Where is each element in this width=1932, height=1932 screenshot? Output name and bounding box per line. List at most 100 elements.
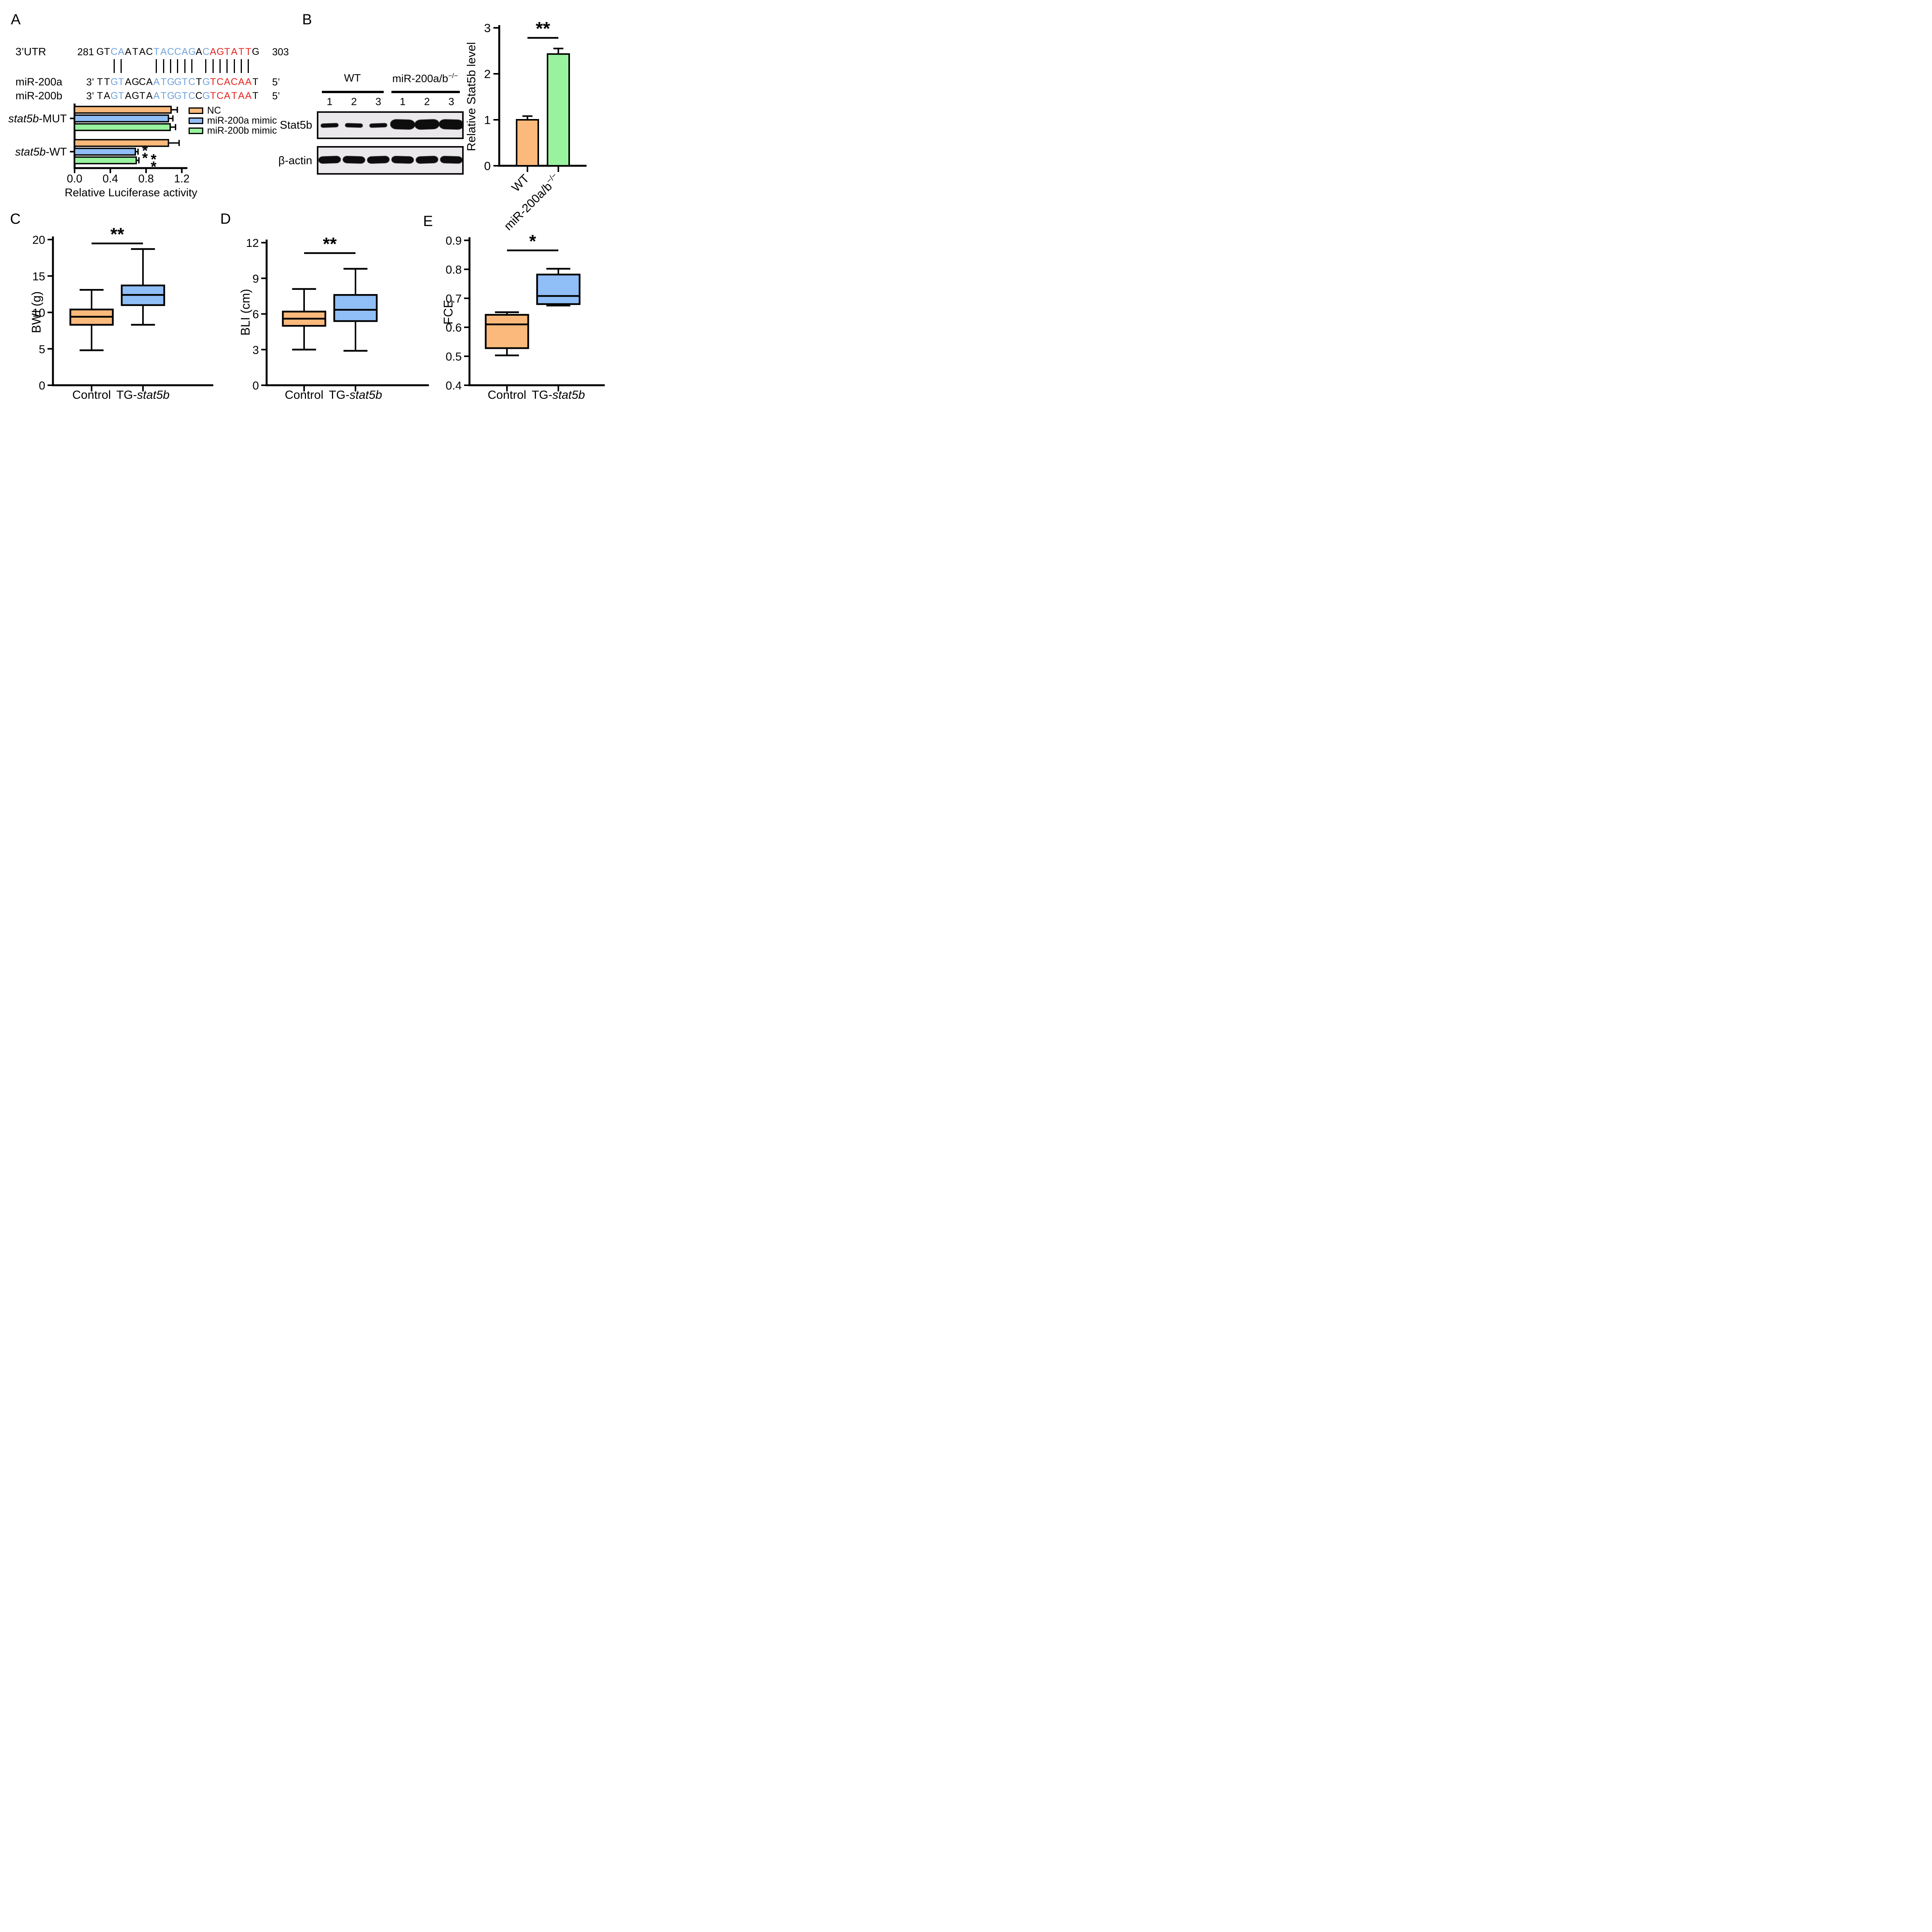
match-bar: [156, 59, 157, 73]
sequence-letter: A: [146, 90, 153, 101]
sequence-letter: C: [146, 46, 153, 57]
y-tick-label: 10: [32, 307, 45, 320]
y-axis-title: FCE: [441, 300, 455, 325]
alignment-row-name: miR-200a: [15, 76, 63, 88]
protein-band: [369, 123, 388, 128]
sequence-letter: A: [153, 90, 160, 101]
category-label: TG-stat5b: [329, 388, 382, 401]
ko-group-underline: [391, 91, 460, 93]
bar: [74, 139, 169, 147]
y-tick-label: 12: [246, 237, 259, 250]
sequence-letter: G: [202, 77, 210, 87]
significance-star: **: [323, 234, 337, 254]
legend-label: NC: [207, 105, 221, 116]
protein-band: [391, 156, 414, 164]
significance-star: **: [111, 224, 124, 244]
sequence-letter: A: [245, 77, 252, 87]
panel-d-label: D: [220, 211, 231, 227]
sequence-letter: T: [160, 77, 167, 87]
protein-band: [320, 123, 339, 128]
match-bar-cell: [238, 58, 245, 73]
nc-swatch-icon: [189, 107, 203, 114]
y-tick-label: 0.5: [446, 350, 462, 363]
box: [485, 314, 529, 349]
significance-star: *: [151, 151, 156, 168]
sequence-letter: T: [97, 77, 103, 87]
sequence-letter: A: [238, 77, 245, 87]
match-bar-cell: [160, 58, 167, 73]
beta-actin-blot-label: β-actin: [278, 155, 312, 167]
match-bar: [184, 59, 185, 73]
match-bar-cell: [111, 58, 117, 73]
alignment-row-prefix: 3’: [86, 76, 94, 88]
sequence-letter: T: [252, 90, 259, 101]
x-tick-label: 0.0: [67, 173, 82, 185]
match-bar-cell: [209, 58, 216, 73]
sequence-letter: T: [118, 77, 124, 87]
sequence-letter: T: [224, 46, 230, 57]
sequence-letter: G: [167, 90, 175, 101]
lane-number: 1: [327, 96, 333, 107]
mir200b-swatch-icon: [189, 127, 203, 134]
y-tick-label: 0: [484, 159, 491, 173]
bar: [547, 53, 570, 167]
x-axis-title: Relative Luciferase activity: [65, 187, 197, 199]
sequence-letter: G: [96, 46, 104, 57]
box: [536, 274, 581, 305]
box: [333, 294, 378, 322]
group-label: stat5b-WT: [15, 146, 67, 158]
stat5b-level-bar-chart: 0 1 2 3 Relative Stat5b level WTmiR-200a/b−/−…: [464, 19, 587, 233]
sequence-letter: C: [188, 90, 196, 101]
match-bar: [212, 59, 214, 73]
match-bar-cell: [245, 58, 252, 73]
match-bar: [120, 59, 122, 73]
sequence-letter: C: [195, 90, 202, 101]
match-bar: [219, 59, 221, 73]
sequence-letter: C: [216, 90, 224, 101]
lane-number: 2: [351, 96, 357, 107]
bar: [516, 119, 539, 167]
bar: [74, 148, 136, 156]
match-bar-cell: [181, 58, 188, 73]
match-bar-cell: [196, 58, 202, 73]
fce-box-plot: 0.4 0.5 0.6 0.7 0.8 0.9 FCE Control TG-stat5b *: [441, 231, 605, 401]
sequence-letter: G: [188, 46, 196, 57]
y-tick-label: 20: [32, 234, 45, 247]
sequence-letter: C: [167, 46, 174, 57]
alignment-row-prefix: 281: [77, 46, 94, 58]
alignment-row-prefix: 3’: [86, 90, 94, 102]
blot-group-header-mir200ab-ko: miR-200a/b−/−: [383, 72, 468, 85]
legend-item-mir200b-mimic: miR-200b mimic: [189, 125, 277, 136]
sequence-letter: T: [238, 46, 245, 57]
sequence-letter: A: [209, 46, 216, 57]
sequence-letter: A: [231, 46, 238, 57]
sequence-letter: T: [210, 77, 216, 87]
lane-number: 1: [400, 96, 406, 107]
sequence-letter: T: [139, 90, 145, 101]
match-bar-cell: [146, 58, 153, 73]
match-bar-cells: [96, 58, 259, 73]
sequence-letter: A: [245, 90, 252, 101]
sequence-letter: T: [231, 90, 237, 101]
y-tick-label: 3: [484, 21, 491, 35]
sequence-letter: T: [118, 90, 124, 101]
sequence-letter: A: [196, 46, 202, 57]
sequence-letter: T: [182, 77, 188, 87]
match-bar: [226, 59, 228, 73]
bwi-box-plot: 0 5 10 15 20 BWI (g) Control TG-stat5b **: [29, 224, 213, 401]
legend-label: miR-200a mimic: [207, 115, 277, 126]
sequence-letter: A: [238, 90, 245, 101]
match-bar-cell: [96, 58, 103, 73]
luciferase-bar-chart: 0.0 0.4 0.8 1.2 Relative Luciferase activity…: [9, 104, 197, 199]
sequence-letter: T: [97, 90, 103, 101]
sequence-letter: A: [224, 77, 231, 87]
y-tick-label: 0.9: [446, 235, 462, 247]
stat5b-blot-label: Stat5b: [280, 119, 312, 131]
match-bar-cell: [117, 58, 124, 73]
legend-label: miR-200b mimic: [207, 125, 277, 136]
sequence-letter: G: [131, 77, 139, 87]
y-tick-label: 0: [39, 379, 45, 392]
protein-band: [342, 156, 366, 164]
